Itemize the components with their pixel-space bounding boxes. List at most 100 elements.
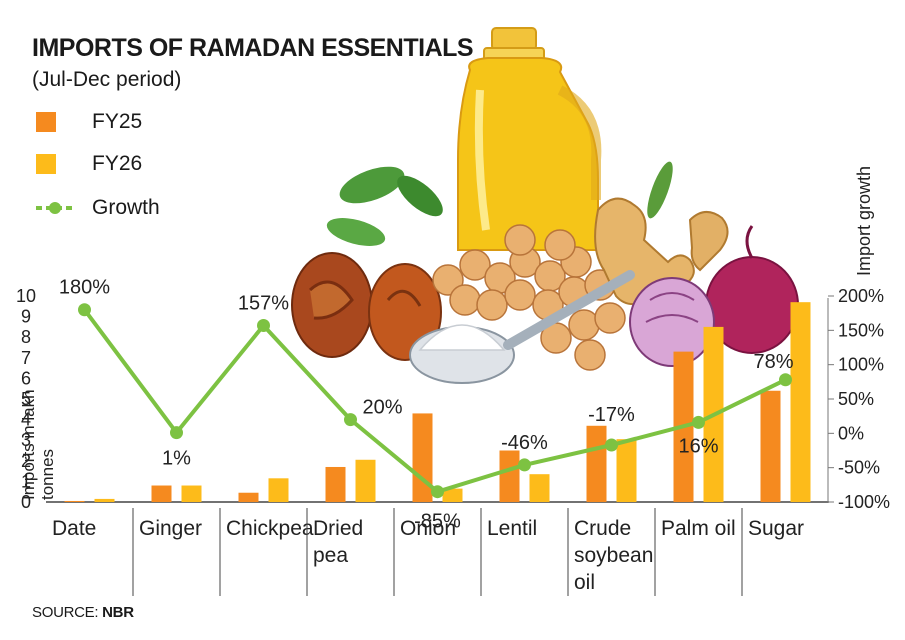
bar-fy26: [790, 302, 811, 502]
x-tick-label-line: Lentil: [487, 517, 537, 540]
x-tick-label-line: Onion: [400, 517, 456, 540]
x-tick-label-line: Chickpea: [226, 517, 314, 540]
bar-fy26: [355, 459, 376, 502]
bar-fy26: [268, 478, 289, 502]
bar-fy26: [529, 474, 550, 502]
growth-point: [78, 303, 91, 317]
chart-title: IMPORTS OF RAMADAN ESSENTIALS: [32, 34, 474, 62]
y2-tick-label: 50%: [838, 389, 874, 409]
x-tick-label-line: Crude: [574, 517, 631, 540]
growth-data-label: -85%: [414, 511, 461, 533]
x-tick-label: Palm oil: [661, 517, 736, 540]
y-tick-label: 9: [21, 307, 31, 327]
growth-data-label: -17%: [588, 404, 635, 426]
legend-item-growth: Growth: [36, 196, 160, 220]
y-tick-label: 8: [21, 327, 31, 347]
x-tick-label-line: Palm oil: [661, 517, 736, 540]
x-tick-label-line: pea: [313, 544, 348, 567]
x-tick-label-line: oil: [574, 571, 595, 594]
y2-tick-label: -50%: [838, 458, 880, 478]
bar-fy25: [238, 492, 259, 502]
growth-point: [170, 426, 183, 440]
x-tick-label: Dried pea: [313, 517, 363, 567]
x-tick-label: Onion: [400, 517, 456, 540]
x-tick-label-line: Date: [52, 517, 96, 540]
x-tick-label: Crude soybean oil: [574, 517, 653, 594]
legend-swatch-growth: [36, 198, 74, 218]
y2-tick-label: -100%: [838, 492, 890, 512]
bar-fy26: [94, 498, 115, 502]
growth-data-label: 1%: [162, 448, 191, 470]
y-tick-label: 0: [21, 492, 31, 512]
growth-point: [518, 458, 531, 472]
category-labels: Date Ginger Chickpea Dried pea Onion Lentil Cru…: [52, 517, 804, 594]
bar-fy25: [412, 413, 433, 502]
growth-data-label: 180%: [59, 277, 110, 299]
bar-fy25: [325, 466, 346, 502]
growth-point: [257, 319, 270, 333]
bars: [64, 302, 811, 502]
legend-swatch-fy26: [36, 154, 56, 175]
y-axis-label-line: Imports in lakh: [19, 389, 38, 500]
x-tick-label: Date: [52, 517, 96, 540]
x-tick-label: Ginger: [139, 517, 202, 540]
y2-tick-label: 100%: [838, 355, 884, 375]
y2-tick-label: 150%: [838, 320, 884, 340]
bar-fy25: [64, 500, 85, 502]
growth-line: 180% 1% 157% 20% -85% -46% -17% 16% 78%: [59, 277, 794, 533]
legend-item-fy25: FY25: [36, 110, 142, 134]
ramadan-food-illustration: [291, 27, 799, 384]
bar-fy25: [499, 450, 520, 502]
category-dividers: [132, 508, 743, 596]
growth-data-label: 78%: [753, 351, 793, 373]
x-tick-label-line: Dried: [313, 517, 363, 540]
growth-point: [605, 438, 618, 452]
y2-tick-label: 0%: [838, 423, 864, 443]
growth-point: [779, 373, 792, 387]
bar-fy26: [616, 439, 637, 502]
bar-fy25: [760, 390, 781, 502]
y-axis-label-line: tonnes: [38, 449, 57, 500]
bar-fy25: [586, 425, 607, 502]
chart-subtitle: (Jul-Dec period): [32, 68, 182, 91]
x-tick-label-line: Ginger: [139, 517, 202, 540]
growth-point: [692, 415, 705, 429]
x-tick-label: Sugar: [748, 517, 804, 540]
legend-swatch-fy25: [36, 112, 56, 133]
growth-data-label: 20%: [362, 397, 402, 419]
bar-fy25: [151, 485, 172, 502]
bar-fy26: [442, 488, 463, 502]
y2-axis-label: Import growth: [854, 166, 874, 276]
legend-label-growth: Growth: [92, 196, 160, 219]
legend-label-fy25: FY25: [92, 110, 143, 133]
y-tick-label: 4: [21, 410, 31, 430]
y2-axis-ticks: -100% -50% 0% 50% 100% 150% 200%: [828, 286, 890, 512]
source-prefix: SOURCE:: [32, 604, 103, 621]
y-tick-label: 7: [21, 348, 31, 368]
growth-point: [431, 485, 444, 499]
y-tick-label: 5: [21, 389, 31, 409]
x-tick-label-line: soybean: [574, 544, 653, 567]
source-note: SOURCE: NBR: [32, 604, 134, 621]
y-tick-label: 1: [21, 471, 31, 491]
x-tick-label-line: Sugar: [748, 517, 804, 540]
y2-axis-title: Import growth: [854, 166, 874, 276]
y-tick-label: 2: [21, 451, 31, 471]
x-tick-label: Lentil: [487, 517, 537, 540]
legend-item-fy26: FY26: [36, 152, 142, 176]
legend-label-fy26: FY26: [92, 152, 143, 175]
growth-data-label: -46%: [501, 432, 548, 454]
y-axis-title: Imports in lakhtonnes: [19, 389, 57, 500]
y-tick-label: 3: [21, 430, 31, 450]
y-axis-label: Imports in lakhtonnes: [19, 389, 57, 500]
source-name: NBR: [102, 604, 134, 621]
growth-data-label: 157%: [238, 293, 289, 315]
y-tick-label: 6: [21, 368, 31, 388]
bar-fy26: [181, 485, 202, 502]
growth-point: [344, 413, 357, 427]
y-tick-label: 10: [16, 286, 36, 306]
growth-data-label: 16%: [678, 435, 718, 457]
